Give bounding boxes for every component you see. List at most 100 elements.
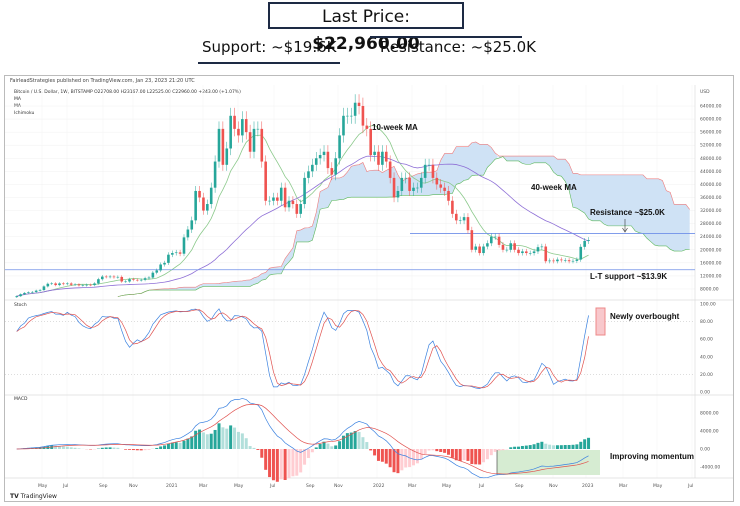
- candle-body: [139, 279, 143, 281]
- macd-histogram-bar: [380, 449, 384, 462]
- ma10-annotation: 10-week MA: [372, 123, 418, 132]
- candle-body: [178, 252, 182, 254]
- macd-histogram-bar: [283, 449, 287, 480]
- candle-body: [384, 151, 388, 162]
- ma40-line: [16, 155, 589, 297]
- candle-body: [182, 237, 186, 254]
- candle-body: [536, 247, 540, 252]
- macd-histogram-bar: [404, 449, 408, 468]
- candle-body: [361, 106, 365, 126]
- candle-body: [276, 197, 279, 201]
- candle-body: [260, 128, 264, 162]
- macd-histogram-bar: [520, 445, 524, 449]
- candle-body: [54, 283, 57, 286]
- macd-histogram-bar: [482, 449, 486, 463]
- macd-histogram-bar: [155, 447, 159, 449]
- candle-body: [326, 151, 330, 169]
- stoch-tick-label: 100.00: [700, 302, 716, 308]
- macd-histogram-bar: [248, 446, 252, 449]
- ichimoku-span-upper: [117, 141, 690, 297]
- candle-body: [447, 190, 450, 201]
- macd-histogram-bar: [493, 449, 497, 452]
- macd-histogram-bar: [462, 449, 466, 461]
- candle-body: [15, 296, 19, 298]
- macd-histogram-bar: [198, 429, 202, 449]
- macd-histogram-bar: [474, 449, 478, 465]
- price-tick-label: 16000.00: [700, 260, 722, 266]
- macd-histogram-bar: [330, 446, 334, 449]
- candle-body: [474, 246, 478, 250]
- macd-histogram-bar: [268, 449, 272, 478]
- macd-histogram-bar: [186, 438, 190, 449]
- candle-body: [373, 151, 376, 156]
- macd-histogram-bar: [116, 447, 120, 449]
- candle-body: [563, 260, 567, 261]
- time-tick-label: Nov: [129, 483, 138, 489]
- macd-histogram-bar: [513, 446, 517, 449]
- macd-histogram-bar: [201, 432, 205, 449]
- time-tick-label: May: [653, 483, 663, 489]
- macd-histogram-bar: [163, 445, 167, 449]
- price-tick-label: 40000.00: [700, 182, 722, 188]
- candle-body: [334, 158, 337, 175]
- candle-body: [81, 285, 85, 287]
- macd-histogram-bar: [61, 446, 65, 449]
- macd-histogram-bar: [143, 449, 147, 451]
- price-tick-label: 28000.00: [700, 221, 722, 227]
- macd-histogram-bar: [252, 447, 256, 449]
- macd-histogram-bar: [256, 449, 260, 450]
- macd-histogram-bar: [435, 449, 439, 452]
- support-underline: [198, 62, 340, 64]
- macd-histogram-bar: [447, 449, 451, 455]
- macd-histogram-bar: [225, 428, 229, 449]
- macd-label: MACD: [14, 397, 28, 402]
- time-tick-label: May: [38, 483, 48, 489]
- macd-histogram-bar: [69, 447, 73, 449]
- candle-body: [155, 270, 159, 273]
- candle-body: [112, 276, 116, 278]
- candle-body: [93, 283, 96, 286]
- candle-body: [381, 151, 384, 165]
- candle-body: [62, 283, 65, 285]
- candle-body: [318, 155, 322, 159]
- candle-body: [233, 115, 236, 129]
- arrow-head-icon: [622, 227, 628, 233]
- candle-body: [521, 251, 524, 254]
- candle-body: [552, 260, 555, 262]
- candle-body: [252, 128, 256, 152]
- candle-body: [342, 115, 345, 136]
- candle-body: [194, 190, 197, 221]
- candle-body: [186, 229, 190, 238]
- time-tick-label: Jul: [478, 483, 484, 489]
- candle-body: [65, 283, 69, 285]
- candle-body: [237, 128, 240, 136]
- candle-body: [241, 119, 244, 136]
- macd-histogram-bar: [139, 449, 143, 451]
- candle-body: [287, 200, 291, 208]
- macd-histogram-bar: [478, 449, 482, 465]
- macd-histogram-bar: [318, 444, 322, 449]
- candle-body: [299, 204, 302, 214]
- macd-histogram-bar: [509, 447, 513, 449]
- momentum-highlight: [497, 450, 600, 475]
- candle-body: [548, 260, 551, 262]
- macd-histogram-bar: [567, 444, 571, 449]
- candle-body: [478, 246, 481, 254]
- macd-histogram-bar: [128, 449, 132, 450]
- time-tick-label: Mar: [619, 483, 628, 489]
- macd-histogram-bar: [361, 437, 365, 449]
- candle-body: [439, 184, 443, 188]
- macd-histogram-bar: [108, 447, 112, 449]
- stoch-tick-label: 60.00: [700, 337, 713, 343]
- macd-histogram-bar: [124, 449, 128, 450]
- time-tick-label: Jul: [687, 483, 693, 489]
- candle-body: [525, 251, 528, 254]
- macd-histogram-bar: [552, 445, 556, 449]
- macd-histogram-bar: [489, 449, 493, 456]
- published-note: FairleadStrategies published on TradingV…: [10, 78, 195, 84]
- macd-histogram-bar: [135, 449, 139, 451]
- macd-histogram-bar: [310, 449, 314, 453]
- macd-histogram-bar: [528, 445, 532, 449]
- macd-histogram-bar: [544, 443, 548, 449]
